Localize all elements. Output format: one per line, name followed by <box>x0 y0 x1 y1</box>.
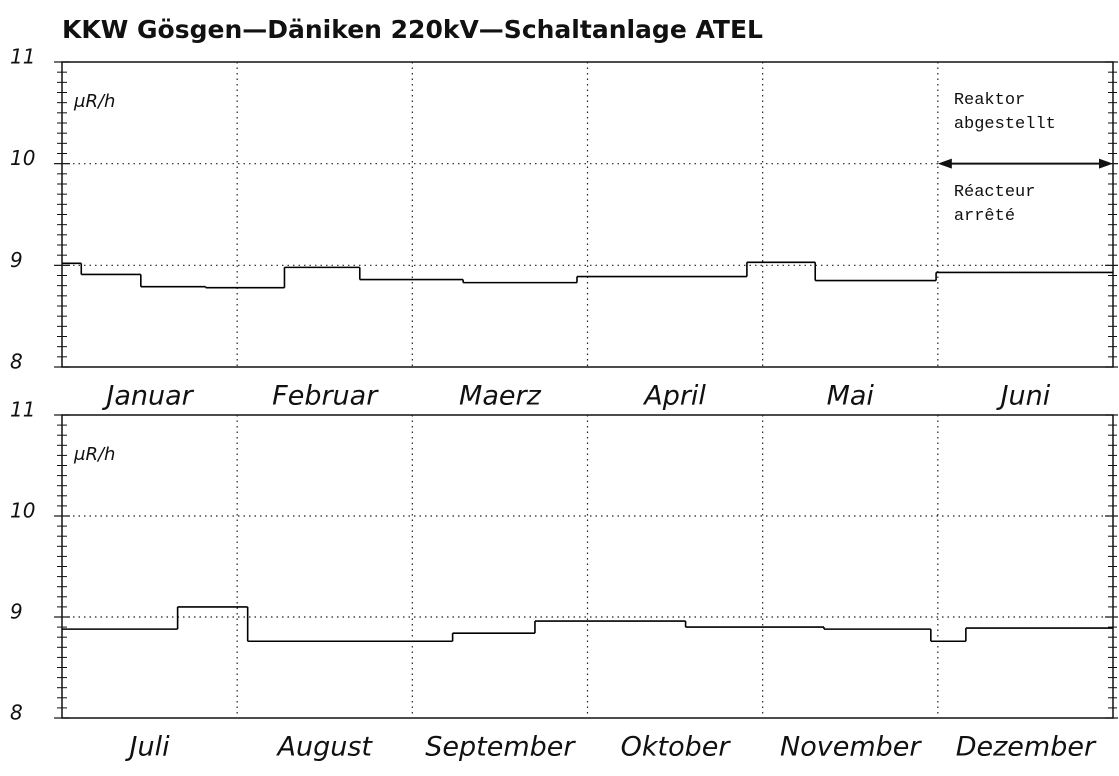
y-tick-label: 9 <box>10 248 23 272</box>
arrow-head <box>937 158 952 169</box>
annotation: Reaktor <box>954 91 1025 110</box>
y-tick-label: 8 <box>10 701 23 725</box>
y-tick-label: 11 <box>10 398 35 422</box>
x-tick-label: Oktober <box>621 732 732 763</box>
y-tick-label: 10 <box>10 499 35 523</box>
x-tick-label: Mai <box>827 381 875 412</box>
x-tick-label: November <box>780 732 922 763</box>
x-tick-label: Maerz <box>459 381 542 412</box>
y-tick-label: 10 <box>10 146 35 170</box>
x-tick-label: September <box>425 732 576 763</box>
x-tick-label: Januar <box>101 381 194 412</box>
chart-title: KKW Gösgen—Däniken 220kV—Schaltanlage AT… <box>62 15 763 44</box>
annotation: Réacteur <box>954 183 1036 202</box>
arrow-head <box>1099 158 1113 169</box>
annotation: abgestellt <box>954 115 1056 134</box>
y-tick-label: 11 <box>10 45 35 69</box>
x-tick-label: Juni <box>996 381 1051 412</box>
x-tick-label: April <box>642 381 706 412</box>
x-tick-label: Dezember <box>956 732 1097 763</box>
annotation: arrêté <box>954 207 1015 226</box>
y-tick-label: 8 <box>10 350 23 374</box>
x-tick-label: Juli <box>125 732 171 763</box>
x-tick-label: Februar <box>272 381 379 412</box>
y-tick-label: 9 <box>10 600 23 624</box>
unit-label: μR/h <box>73 91 115 112</box>
unit-label: μR/h <box>73 444 115 465</box>
x-tick-label: August <box>276 732 374 763</box>
